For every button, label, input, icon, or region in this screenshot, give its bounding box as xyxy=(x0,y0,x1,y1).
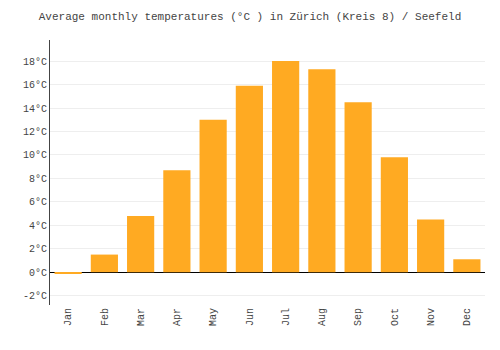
svg-text:May: May xyxy=(208,308,219,326)
svg-text:8°C: 8°C xyxy=(29,174,47,185)
svg-text:Aug: Aug xyxy=(317,308,328,326)
svg-text:Jun: Jun xyxy=(245,308,256,326)
svg-text:Jan: Jan xyxy=(63,308,74,326)
svg-text:Mar: Mar xyxy=(136,308,147,326)
svg-text:Feb: Feb xyxy=(100,308,111,326)
svg-text:18°C: 18°C xyxy=(23,57,47,68)
svg-text:4°C: 4°C xyxy=(29,221,47,232)
svg-text:Nov: Nov xyxy=(426,308,437,326)
svg-text:6°C: 6°C xyxy=(29,197,47,208)
svg-text:10°C: 10°C xyxy=(23,150,47,161)
svg-text:Average monthly temperatures (: Average monthly temperatures (°C ) in Zü… xyxy=(39,11,461,23)
svg-text:Apr: Apr xyxy=(172,308,183,326)
svg-text:0°C: 0°C xyxy=(29,268,47,279)
svg-text:-2°C: -2°C xyxy=(23,291,47,302)
svg-text:2°C: 2°C xyxy=(29,244,47,255)
svg-text:Oct: Oct xyxy=(390,308,401,326)
svg-text:Sep: Sep xyxy=(353,308,364,326)
svg-text:12°C: 12°C xyxy=(23,127,47,138)
svg-text:14°C: 14°C xyxy=(23,104,47,115)
svg-text:16°C: 16°C xyxy=(23,80,47,91)
svg-text:Dec: Dec xyxy=(462,308,473,326)
svg-text:Jul: Jul xyxy=(281,308,292,326)
